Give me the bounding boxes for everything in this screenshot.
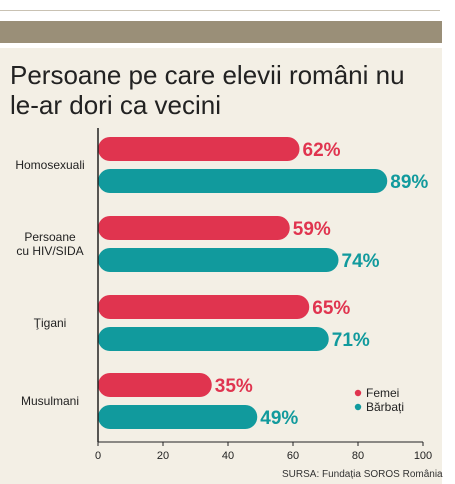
bar-barbati-0 — [98, 169, 388, 193]
data-label: 89% — [390, 172, 428, 193]
x-tick-label: 20 — [157, 450, 169, 462]
category-label: Musulmani — [21, 394, 79, 408]
legend-marker — [354, 403, 362, 411]
bar-barbati-1 — [98, 248, 339, 272]
legend-label: Femei — [366, 386, 399, 400]
data-label: 49% — [260, 408, 298, 429]
bar-barbati-2 — [98, 327, 329, 351]
data-label: 74% — [342, 251, 380, 272]
data-label: 59% — [293, 219, 331, 240]
bar-femei-1 — [98, 216, 290, 240]
top-rule — [0, 10, 440, 11]
chart-title: Persoane pe care elevii români nu le-ar … — [10, 60, 405, 120]
bar-femei-2 — [98, 295, 310, 319]
x-tick-label: 80 — [352, 450, 364, 462]
bar-barbati-3 — [98, 405, 258, 429]
bar-femei-0 — [98, 137, 300, 161]
legend-marker — [354, 389, 362, 397]
category-label: cu HIV/SIDA — [16, 244, 83, 258]
x-tick-label: 0 — [95, 450, 101, 462]
data-label: 71% — [332, 330, 370, 351]
data-label: 62% — [303, 140, 341, 161]
data-label: 35% — [215, 376, 253, 397]
header-band — [0, 21, 442, 43]
data-label: 65% — [312, 298, 350, 319]
category-label: Homosexuali — [15, 158, 84, 172]
x-tick-label: 60 — [287, 450, 299, 462]
x-tick-label: 40 — [222, 450, 234, 462]
category-label: Persoane — [24, 230, 76, 244]
category-label: Ţigani — [34, 316, 67, 330]
bar-femei-3 — [98, 373, 212, 397]
x-tick-label: 100 — [414, 450, 432, 462]
source-note: SURSA: Fundația SOROS România — [282, 469, 443, 480]
legend-label: Bărbați — [366, 400, 404, 414]
